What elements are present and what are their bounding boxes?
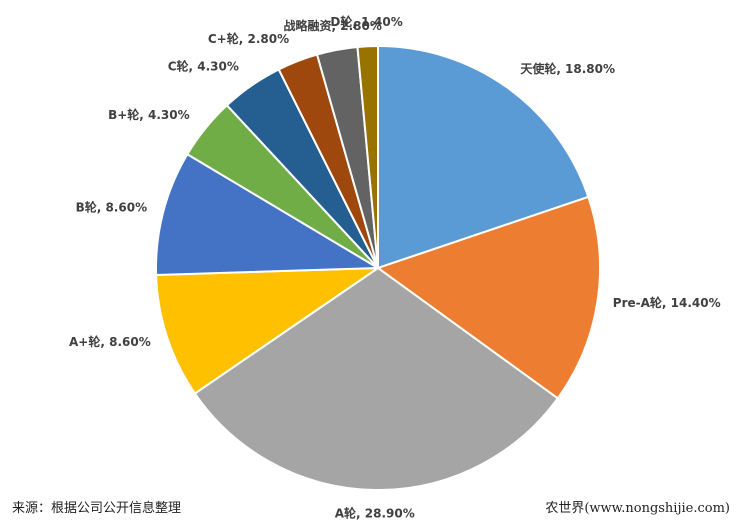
data-label: 天使轮, 18.80%	[520, 61, 615, 76]
source-note: 来源：根据公司公开信息整理	[12, 500, 181, 516]
data-label: D轮, 1.40%	[330, 14, 402, 29]
pie-slice	[375, 195, 601, 400]
pie-slice	[193, 266, 560, 491]
data-label: 战略融资, 2.80%	[284, 18, 382, 33]
data-label: A+轮, 8.60%	[69, 334, 151, 349]
pie-slice	[356, 44, 379, 269]
watermark: 农世界(www.nongshijie.com)	[545, 501, 730, 516]
data-label: Pre-A轮, 14.40%	[613, 295, 721, 310]
data-label: C+轮, 2.80%	[208, 31, 289, 46]
pie-slice	[155, 152, 382, 277]
data-label: B轮, 8.60%	[76, 200, 148, 215]
data-label: C轮, 4.30%	[168, 59, 239, 74]
data-label: A轮, 28.90%	[335, 505, 415, 520]
data-label: B+轮, 4.30%	[108, 107, 190, 122]
pie-slice	[155, 266, 382, 395]
pie-slice	[377, 44, 590, 270]
